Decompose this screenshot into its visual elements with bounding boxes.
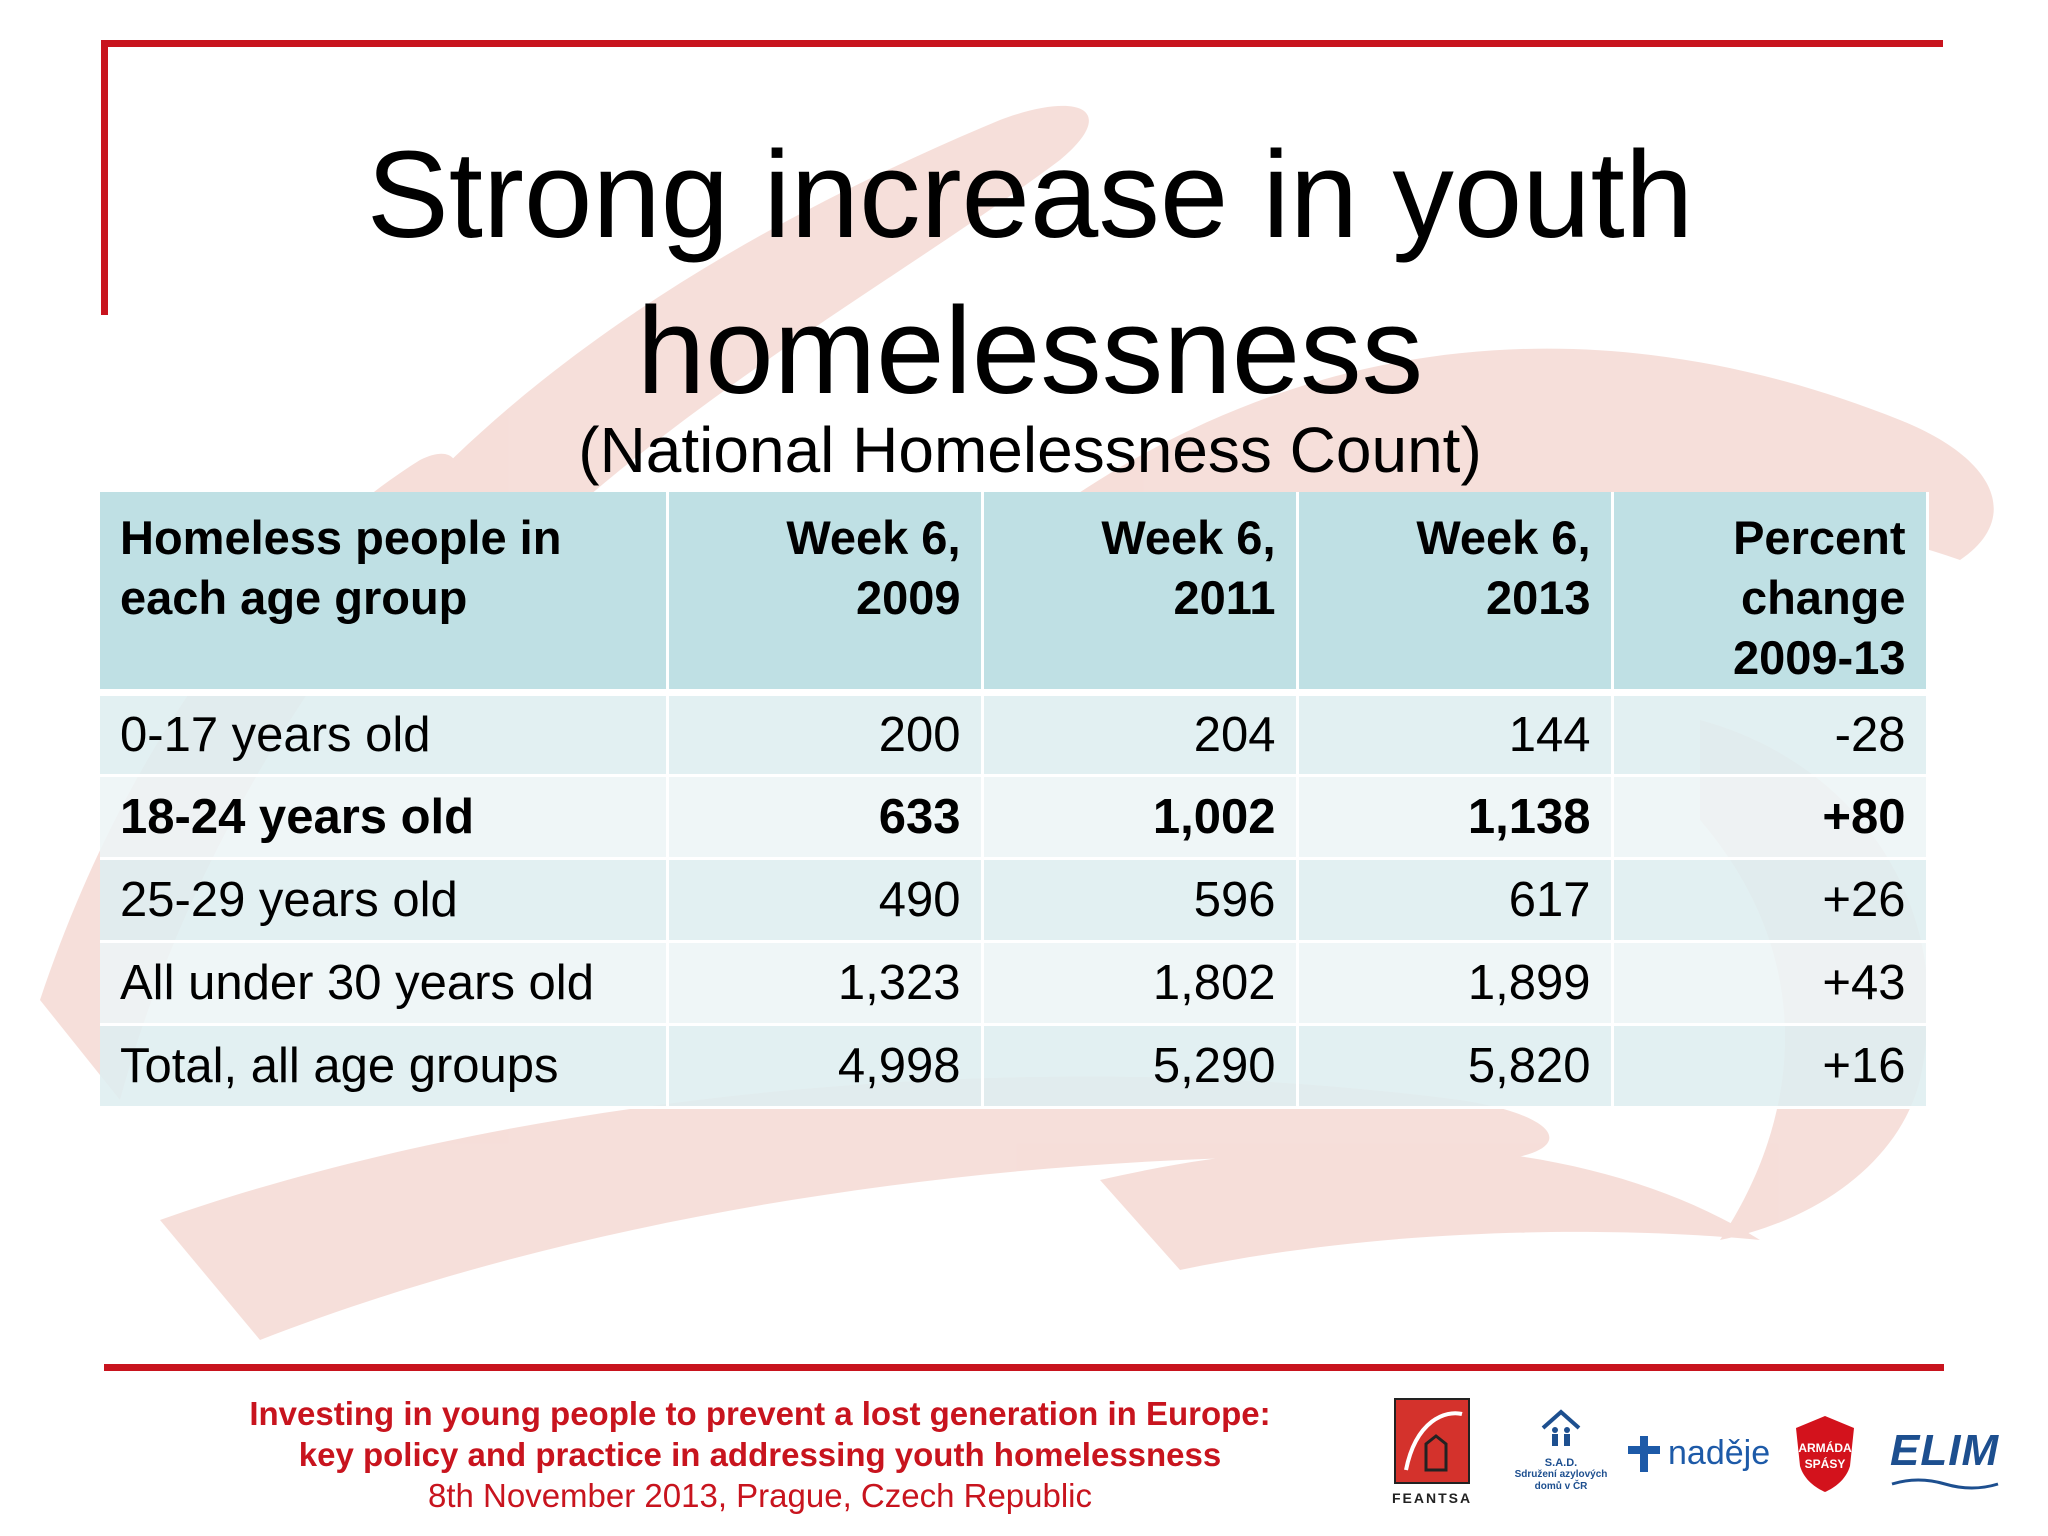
sad-logo-caption-1: Sdružení azylových (1514, 1469, 1608, 1480)
footer-line-3: 8th November 2013, Prague, Czech Republi… (427, 1477, 1093, 1514)
row-label: 25-29 years old (100, 858, 669, 943)
row-label: 0-17 years old (100, 692, 669, 777)
slide-title-line-2: homelessness (636, 283, 1424, 420)
cell-2009: 633 (667, 775, 984, 860)
cell-2009: 490 (667, 858, 984, 943)
cell-percent-change: +80 (1612, 775, 1929, 860)
shield-icon: ARMÁDA SPÁSY (1796, 1416, 1854, 1492)
table-row: 25-29 years old 490 596 617 +26 (100, 858, 1929, 943)
sad-logo-caption-2: domů v ČR (1534, 1481, 1588, 1492)
table-row: All under 30 years old 1,323 1,802 1,899… (100, 941, 1929, 1026)
cell-percent-change: +16 (1612, 1024, 1929, 1109)
frame-left-rule (101, 40, 108, 315)
cross-icon (1628, 1436, 1660, 1472)
row-label: Total, all age groups (100, 1024, 669, 1109)
header-week6-2009: Week 6, 2009 (667, 492, 984, 696)
footer-line-2: key policy and practice in addressing yo… (298, 1436, 1222, 1473)
cell-2013: 617 (1297, 858, 1614, 943)
feantsa-logo-label: FEANTSA (1392, 1490, 1473, 1506)
table-row: Total, all age groups 4,998 5,290 5,820 … (100, 1024, 1929, 1109)
cell-2013: 1,138 (1297, 775, 1614, 860)
frame-bottom-rule (104, 1364, 1944, 1371)
slide-title: Strong increase in youth homelessness (200, 118, 1860, 430)
table-row: 0-17 years old 200 204 144 -28 (100, 692, 1929, 777)
cell-percent-change: +43 (1612, 941, 1929, 1026)
cell-2011: 204 (982, 692, 1299, 777)
cell-2011: 1,002 (982, 775, 1299, 860)
cell-2009: 200 (667, 692, 984, 777)
header-week6-2011: Week 6, 2011 (982, 492, 1299, 696)
svg-text:SPÁSY: SPÁSY (1805, 1456, 1846, 1471)
row-label: All under 30 years old (100, 941, 669, 1026)
house-family-icon (1541, 1409, 1581, 1446)
sad-logo: S.A.D. Sdružení azylových domů v ČR (1506, 1408, 1616, 1508)
footer-conference-info: Investing in young people to prevent a l… (160, 1393, 1360, 1516)
frame-top-rule (101, 40, 1943, 47)
feantsa-logo: FEANTSA (1392, 1398, 1472, 1508)
row-label: 18-24 years old (100, 775, 669, 860)
armada-spasy-logo: ARMÁDA SPÁSY (1790, 1414, 1860, 1494)
partner-logos: FEANTSA S.A.D. Sdružení azylových domů v… (1380, 1390, 2020, 1520)
nadeje-logo-word: naděje (1668, 1434, 1771, 1472)
cell-2013: 1,899 (1297, 941, 1614, 1026)
elim-logo: ELIM (1890, 1426, 2000, 1490)
cell-2009: 1,323 (667, 941, 984, 1026)
nadeje-logo: naděje (1628, 1426, 1770, 1486)
cell-percent-change: +26 (1612, 858, 1929, 943)
homelessness-table: Homeless people in each age group Week 6,… (100, 492, 1929, 1109)
slide-subtitle: (National Homelessness Count) (578, 414, 1482, 486)
wave-icon (1891, 1478, 1999, 1490)
header-age-group: Homeless people in each age group (100, 492, 669, 696)
svg-text:ARMÁDA: ARMÁDA (1798, 1440, 1852, 1455)
cell-2013: 5,820 (1297, 1024, 1614, 1109)
header-percent-change: Percent change 2009-13 (1612, 492, 1929, 696)
header-week6-2013: Week 6, 2013 (1297, 492, 1614, 696)
sad-logo-abbr: S.A.D. (1544, 1457, 1578, 1469)
cell-percent-change: -28 (1612, 692, 1929, 777)
cell-2011: 5,290 (982, 1024, 1299, 1109)
slide-title-line-1: Strong increase in youth (366, 127, 1694, 264)
elim-logo-word: ELIM (1890, 1426, 2000, 1475)
footer-line-1: Investing in young people to prevent a l… (249, 1395, 1271, 1432)
cell-2013: 144 (1297, 692, 1614, 777)
table-row: 18-24 years old 633 1,002 1,138 +80 (100, 775, 1929, 860)
feantsa-mark-icon (1394, 1398, 1470, 1484)
cell-2009: 4,998 (667, 1024, 984, 1109)
cell-2011: 596 (982, 858, 1299, 943)
table-header-row: Homeless people in each age group Week 6,… (100, 492, 1929, 696)
cell-2011: 1,802 (982, 941, 1299, 1026)
